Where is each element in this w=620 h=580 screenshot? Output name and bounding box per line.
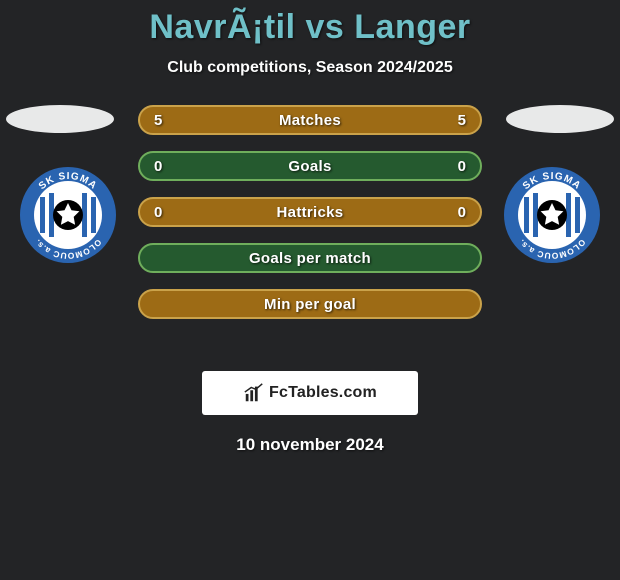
stat-bar: Hattricks 0 0 <box>138 197 482 227</box>
player-shadow-right <box>506 105 614 133</box>
attribution-badge: FcTables.com <box>202 371 418 415</box>
comparison-arena: SK SIGMA OLOMOUC a.s. SK SIGMA OLOMOUC a… <box>0 105 620 355</box>
chart-icon <box>243 382 265 404</box>
stat-bar: Min per goal <box>138 289 482 319</box>
club-badge-left: SK SIGMA OLOMOUC a.s. <box>18 165 118 265</box>
date-text: 10 november 2024 <box>0 435 620 455</box>
stat-label: Goals <box>288 158 331 175</box>
stat-bars: Matches 5 5 Goals 0 0 Hattricks 0 0 Goals per mat… <box>138 105 482 335</box>
stat-value-left: 0 <box>154 158 162 175</box>
stat-value-right: 0 <box>458 204 466 221</box>
stat-value-right: 0 <box>458 158 466 175</box>
club-badge-right: SK SIGMA OLOMOUC a.s. <box>502 165 602 265</box>
player-shadow-left <box>6 105 114 133</box>
stat-value-left: 5 <box>154 112 162 129</box>
stat-bar: Matches 5 5 <box>138 105 482 135</box>
stat-label: Hattricks <box>277 204 344 221</box>
page-title: NavrÃ¡til vs Langer <box>0 0 620 47</box>
subtitle: Club competitions, Season 2024/2025 <box>0 59 620 77</box>
stat-value-left: 0 <box>154 204 162 221</box>
attribution-text: FcTables.com <box>269 384 377 402</box>
stat-label: Matches <box>279 112 341 129</box>
stat-value-right: 5 <box>458 112 466 129</box>
stat-label: Min per goal <box>264 296 356 313</box>
stat-bar: Goals per match <box>138 243 482 273</box>
stat-label: Goals per match <box>249 250 371 267</box>
stat-bar: Goals 0 0 <box>138 151 482 181</box>
